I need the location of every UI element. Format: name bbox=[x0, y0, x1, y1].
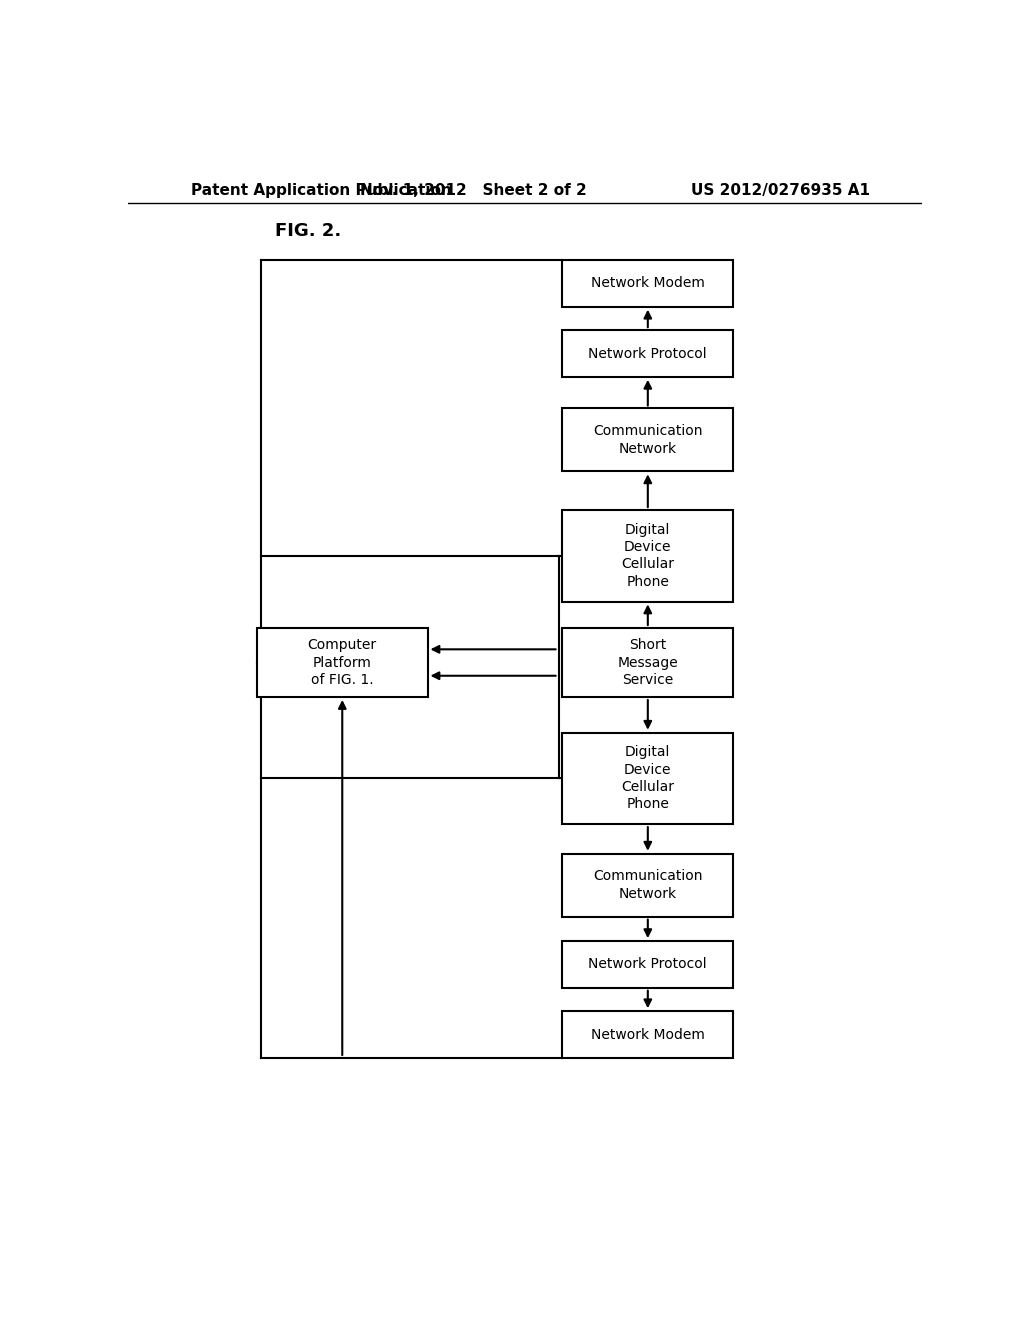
Bar bbox=[562, 330, 733, 378]
Bar bbox=[562, 941, 733, 987]
Text: Short
Message
Service: Short Message Service bbox=[617, 639, 678, 686]
Bar bbox=[257, 628, 428, 697]
Text: Communication
Network: Communication Network bbox=[593, 424, 702, 455]
Text: Patent Application Publication: Patent Application Publication bbox=[191, 183, 453, 198]
Bar bbox=[562, 510, 733, 602]
Bar bbox=[562, 628, 733, 697]
Bar bbox=[562, 1011, 733, 1057]
Text: Network Modem: Network Modem bbox=[591, 1027, 705, 1041]
Text: FIG. 2.: FIG. 2. bbox=[274, 222, 341, 239]
Text: Nov. 1, 2012   Sheet 2 of 2: Nov. 1, 2012 Sheet 2 of 2 bbox=[359, 183, 587, 198]
Text: Computer
Platform
of FIG. 1.: Computer Platform of FIG. 1. bbox=[307, 639, 377, 686]
Bar bbox=[562, 854, 733, 916]
Bar bbox=[562, 733, 733, 824]
Text: Communication
Network: Communication Network bbox=[593, 870, 702, 900]
Text: Network Modem: Network Modem bbox=[591, 276, 705, 290]
Text: Network Protocol: Network Protocol bbox=[589, 347, 708, 360]
Bar bbox=[562, 260, 733, 306]
Text: Digital
Device
Cellular
Phone: Digital Device Cellular Phone bbox=[622, 746, 675, 812]
Text: US 2012/0276935 A1: US 2012/0276935 A1 bbox=[691, 183, 870, 198]
Text: Digital
Device
Cellular
Phone: Digital Device Cellular Phone bbox=[622, 523, 675, 589]
Text: Network Protocol: Network Protocol bbox=[589, 957, 708, 972]
Bar bbox=[562, 408, 733, 471]
